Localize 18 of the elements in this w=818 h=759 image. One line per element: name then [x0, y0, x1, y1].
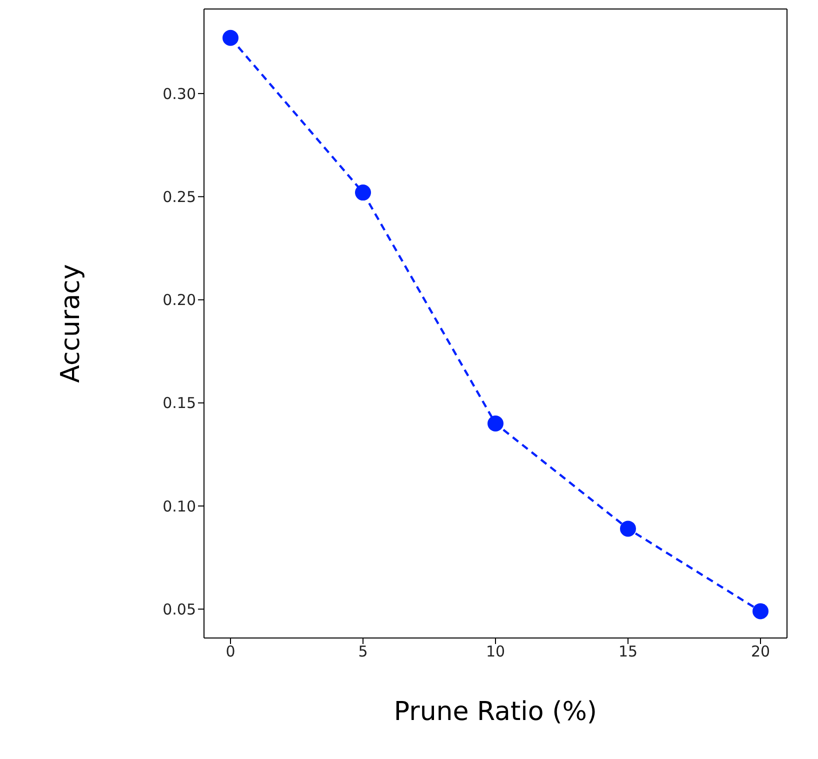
- y-tick-label: 0.15: [162, 394, 196, 412]
- y-tick-label: 0.10: [162, 497, 196, 516]
- point: [355, 184, 371, 201]
- y-tick-label: 0.05: [162, 600, 196, 618]
- point: [752, 603, 768, 620]
- y-tick-label: 0.30: [162, 84, 196, 103]
- y-tick-label: 0.25: [162, 188, 196, 206]
- x-tick-label: 20: [750, 642, 770, 661]
- x-tick-label: 5: [358, 642, 368, 661]
- x-tick-label: 0: [226, 642, 236, 661]
- y-tick-label: 0.20: [162, 291, 196, 310]
- point: [488, 416, 504, 432]
- point: [620, 520, 636, 537]
- point: [222, 30, 238, 46]
- x-tick-label: 15: [618, 642, 638, 661]
- x-tick-label: 10: [486, 642, 506, 661]
- x-axis-title: Prune Ratio (%): [394, 697, 598, 727]
- y-axis-title: Accuracy: [56, 264, 86, 383]
